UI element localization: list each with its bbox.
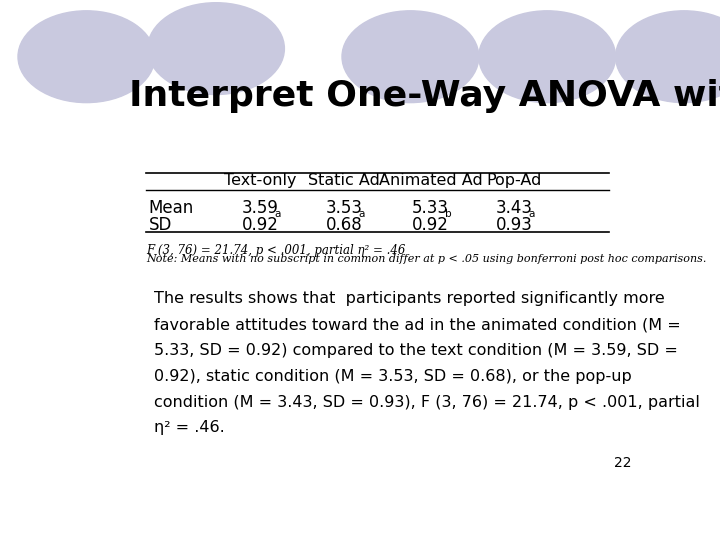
Text: Static Ad: Static Ad bbox=[308, 173, 380, 188]
Text: 3.59: 3.59 bbox=[242, 199, 279, 217]
Text: Mean: Mean bbox=[148, 199, 194, 217]
Text: η² = .46.: η² = .46. bbox=[154, 420, 225, 435]
Text: favorable attitudes toward the ad in the animated condition (M =: favorable attitudes toward the ad in the… bbox=[154, 317, 681, 332]
Text: a: a bbox=[528, 208, 535, 219]
Text: a: a bbox=[275, 208, 281, 219]
Text: Text-only: Text-only bbox=[224, 173, 297, 188]
Text: Note: Means with no subscript in common differ at p < .05 using bonferroni post : Note: Means with no subscript in common … bbox=[145, 254, 706, 264]
Text: SD: SD bbox=[148, 216, 172, 234]
Text: a: a bbox=[359, 208, 365, 219]
Text: 3.53: 3.53 bbox=[325, 199, 362, 217]
Text: 3.43: 3.43 bbox=[495, 199, 533, 217]
Text: Interpret One-Way ANOVA with tables: Interpret One-Way ANOVA with tables bbox=[129, 79, 720, 113]
Text: F (3, 76) = 21.74, p < .001, partial η² = .46: F (3, 76) = 21.74, p < .001, partial η² … bbox=[145, 245, 405, 258]
Text: 0.68: 0.68 bbox=[325, 216, 362, 234]
Text: b: b bbox=[445, 208, 451, 219]
Text: 0.92: 0.92 bbox=[412, 216, 449, 234]
Text: 22: 22 bbox=[613, 456, 631, 470]
Text: Animated Ad: Animated Ad bbox=[379, 173, 482, 188]
Text: 5.33, SD = 0.92) compared to the text condition (M = 3.59, SD =: 5.33, SD = 0.92) compared to the text co… bbox=[154, 343, 678, 358]
Text: condition (M = 3.43, SD = 0.93), F (3, 76) = 21.74, p < .001, partial: condition (M = 3.43, SD = 0.93), F (3, 7… bbox=[154, 395, 700, 409]
Text: 0.93: 0.93 bbox=[495, 216, 533, 234]
Text: The results shows that  participants reported significantly more: The results shows that participants repo… bbox=[154, 292, 665, 306]
Text: 0.92), static condition (M = 3.53, SD = 0.68), or the pop-up: 0.92), static condition (M = 3.53, SD = … bbox=[154, 369, 632, 384]
Text: 0.92: 0.92 bbox=[242, 216, 279, 234]
Text: Pop-Ad: Pop-Ad bbox=[487, 173, 541, 188]
Text: 5.33: 5.33 bbox=[412, 199, 449, 217]
